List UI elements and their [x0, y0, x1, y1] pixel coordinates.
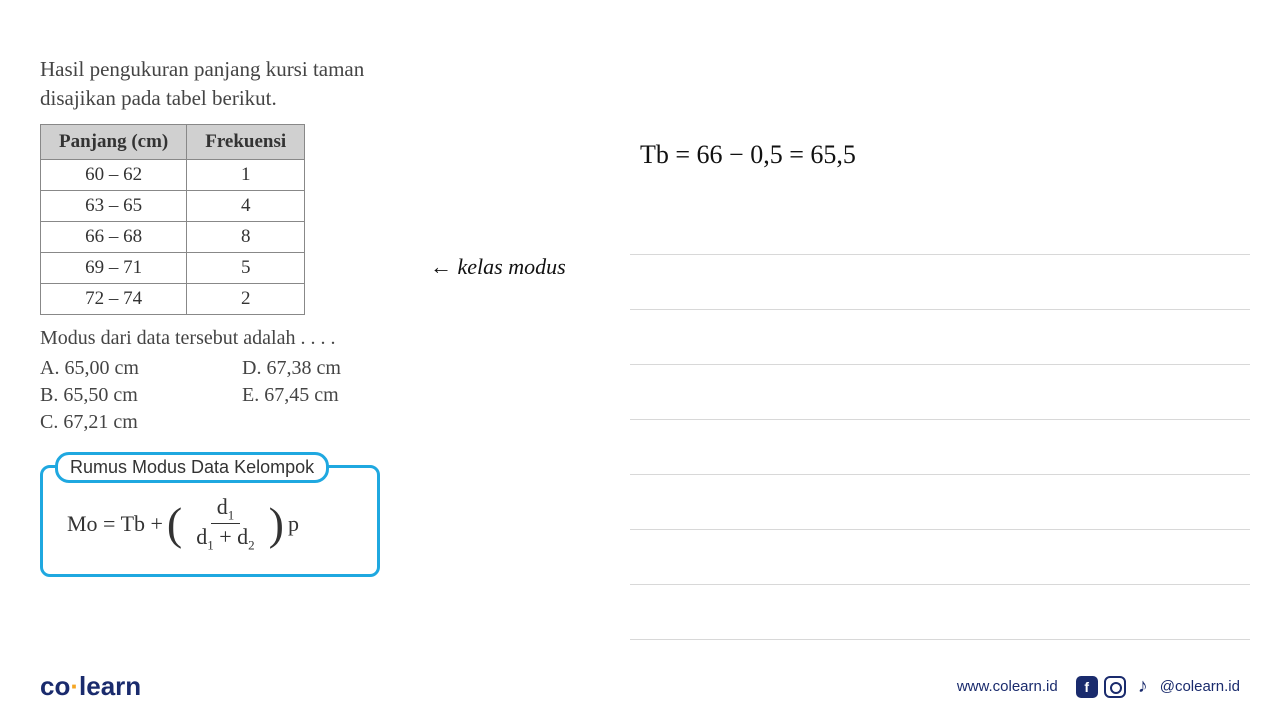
ruled-line — [630, 530, 1250, 585]
formula-box: Rumus Modus Data Kelompok Mo = Tb + ( d1… — [40, 465, 380, 577]
problem-text: Hasil pengukuran panjang kursi taman dis… — [40, 55, 600, 114]
cell-freq: 2 — [187, 283, 305, 314]
left-panel: Hasil pengukuran panjang kursi taman dis… — [40, 55, 600, 577]
cell-range: 72 – 74 — [41, 283, 187, 314]
table-row: 66 – 68 8 — [41, 221, 305, 252]
option-c: C. 67,21 cm — [40, 410, 240, 435]
right-panel: Tb = 66 − 0,5 = 65,5 — [630, 140, 1250, 640]
colearn-logo: co·learn — [40, 671, 141, 702]
tiktok-icon: ♪ — [1132, 676, 1154, 698]
header-frekuensi: Frekuensi — [187, 124, 305, 159]
header-panjang: Panjang (cm) — [41, 124, 187, 159]
cell-range: 63 – 65 — [41, 190, 187, 221]
ruled-line — [630, 200, 1250, 255]
formula-lhs: Mo = Tb + — [67, 511, 163, 537]
cell-freq: 1 — [187, 159, 305, 190]
paren-left: ( — [167, 501, 182, 547]
cell-freq: 8 — [187, 221, 305, 252]
fraction-numerator: d1 — [211, 494, 241, 524]
facebook-icon: f — [1076, 676, 1098, 698]
ruled-line — [630, 475, 1250, 530]
frequency-table: Panjang (cm) Frekuensi 60 – 62 1 63 – 65… — [40, 124, 305, 315]
footer: co·learn www.colearn.id f ♪ @colearn.id — [0, 671, 1280, 702]
website-url: www.colearn.id — [957, 678, 1058, 695]
option-a: A. 65,00 cm — [40, 356, 240, 381]
table-row: 60 – 62 1 — [41, 159, 305, 190]
kelas-modus-annotation: ← kelas modus — [430, 254, 566, 280]
option-d: D. 67,38 cm — [242, 356, 442, 381]
question-text: Modus dari data tersebut adalah . . . . — [40, 327, 600, 350]
ruled-line — [630, 585, 1250, 640]
formula-fraction: d1 d1 + d2 — [190, 494, 260, 554]
option-b: B. 65,50 cm — [40, 383, 240, 408]
option-e: E. 67,45 cm — [242, 383, 442, 408]
cell-freq: 4 — [187, 190, 305, 221]
options-grid: A. 65,00 cm D. 67,38 cm B. 65,50 cm E. 6… — [40, 356, 600, 435]
fraction-denominator: d1 + d2 — [190, 524, 260, 553]
cell-range: 69 – 71 — [41, 252, 187, 283]
social-icons: f ♪ @colearn.id — [1076, 676, 1240, 698]
formula-suffix: p — [288, 511, 299, 537]
instagram-icon — [1104, 676, 1126, 698]
ruled-line — [630, 255, 1250, 310]
table-row: 72 – 74 2 — [41, 283, 305, 314]
ruled-line — [630, 310, 1250, 365]
logo-co: co — [40, 671, 70, 701]
logo-learn: learn — [79, 671, 141, 701]
footer-right: www.colearn.id f ♪ @colearn.id — [957, 676, 1240, 698]
cell-range: 60 – 62 — [41, 159, 187, 190]
formula-content: Mo = Tb + ( d1 d1 + d2 ) p — [67, 494, 353, 554]
social-handle: @colearn.id — [1160, 678, 1240, 695]
cell-freq: 5 — [187, 252, 305, 283]
handwritten-work: Tb = 66 − 0,5 = 65,5 — [630, 140, 1250, 170]
problem-line1: Hasil pengukuran panjang kursi taman — [40, 57, 364, 81]
problem-line2: disajikan pada tabel berikut. — [40, 86, 277, 110]
formula-title: Rumus Modus Data Kelompok — [55, 452, 329, 483]
table-row: 69 – 71 5 — [41, 252, 305, 283]
table-header-row: Panjang (cm) Frekuensi — [41, 124, 305, 159]
ruled-line — [630, 420, 1250, 475]
paren-right: ) — [269, 501, 284, 547]
ruled-line — [630, 365, 1250, 420]
table-row: 63 – 65 4 — [41, 190, 305, 221]
cell-range: 66 – 68 — [41, 221, 187, 252]
logo-dot: · — [70, 671, 79, 701]
